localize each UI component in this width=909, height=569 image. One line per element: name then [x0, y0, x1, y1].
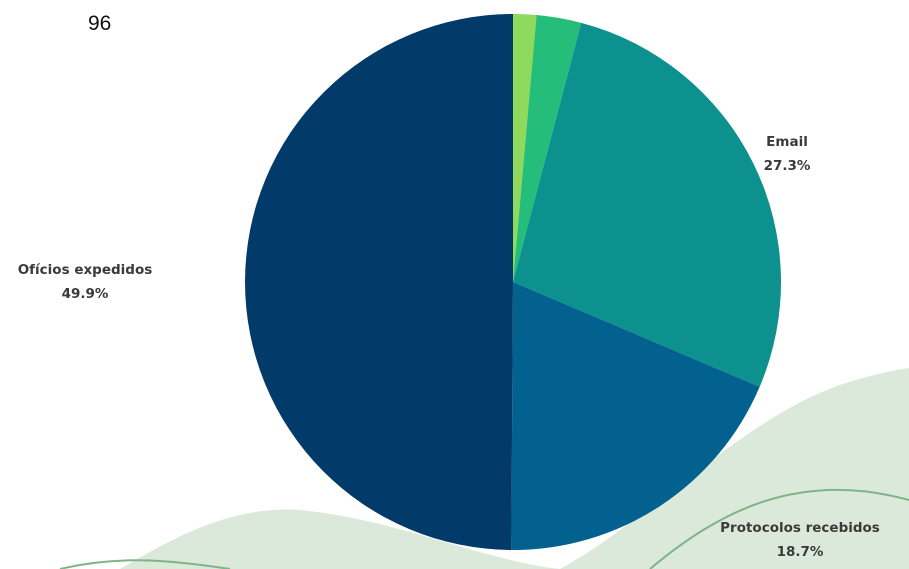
pie-slice — [245, 14, 513, 550]
pie-slice — [511, 282, 760, 550]
slice-value-label: 49.9% — [62, 286, 109, 302]
slice-value-label: 18.7% — [777, 544, 824, 560]
page-number: 96 — [88, 12, 111, 35]
background-wave — [120, 509, 560, 569]
slice-label: Protocolos recebidos — [720, 520, 880, 536]
pie-slice — [513, 15, 582, 282]
background-curve — [649, 488, 909, 569]
background-wave — [560, 368, 909, 569]
slice-value-label: 27.3% — [764, 158, 811, 174]
background-curve — [59, 559, 231, 569]
pie-slice — [513, 22, 781, 387]
slice-label: Ofícios expedidos — [18, 262, 153, 278]
slice-label: Email — [766, 134, 808, 150]
pie — [245, 14, 781, 550]
pie-slice — [513, 14, 537, 282]
